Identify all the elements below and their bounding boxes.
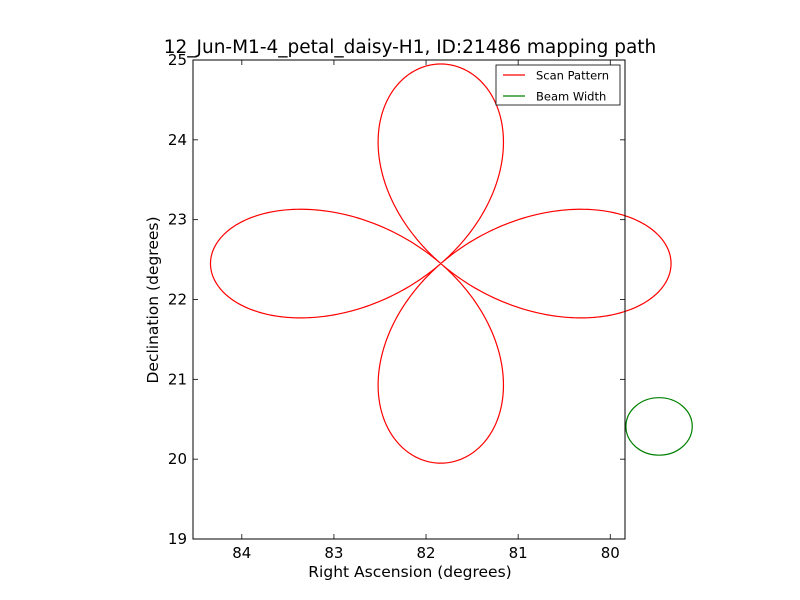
x-tick-label: 84 xyxy=(232,544,251,562)
plot-area xyxy=(192,59,693,540)
y-tick-label: 24 xyxy=(168,131,187,149)
legend-label-beam-width: Beam Width xyxy=(536,90,606,104)
legend-label-scan-pattern: Scan Pattern xyxy=(536,69,609,83)
y-tick-label: 25 xyxy=(168,51,187,69)
x-axis-label: Right Ascension (degrees) xyxy=(308,563,511,581)
chart-title: 12_Jun-M1-4_petal_daisy-H1, ID:21486 map… xyxy=(164,37,657,58)
beam-width-circle xyxy=(625,397,693,456)
y-tick-label: 23 xyxy=(168,211,187,229)
y-tick-label: 20 xyxy=(168,450,187,468)
x-tick-label: 83 xyxy=(324,544,343,562)
x-tick-label: 80 xyxy=(601,544,620,562)
x-tick-label: 82 xyxy=(416,544,435,562)
plot-background xyxy=(193,60,625,539)
scan-pattern-line xyxy=(209,63,672,464)
x-axis-ticks: 84 83 82 81 80 xyxy=(232,60,620,562)
y-tick-label: 22 xyxy=(168,291,187,309)
y-tick-label: 21 xyxy=(168,370,187,388)
series-layer xyxy=(209,63,693,464)
legend: Scan Pattern Beam Width xyxy=(495,64,621,106)
y-tick-label: 19 xyxy=(168,530,187,548)
y-axis-label: Declination (degrees) xyxy=(144,216,162,383)
y-axis-ticks: 19 20 21 22 23 24 25 xyxy=(168,51,625,548)
x-tick-label: 81 xyxy=(509,544,528,562)
legend-box xyxy=(495,64,621,106)
